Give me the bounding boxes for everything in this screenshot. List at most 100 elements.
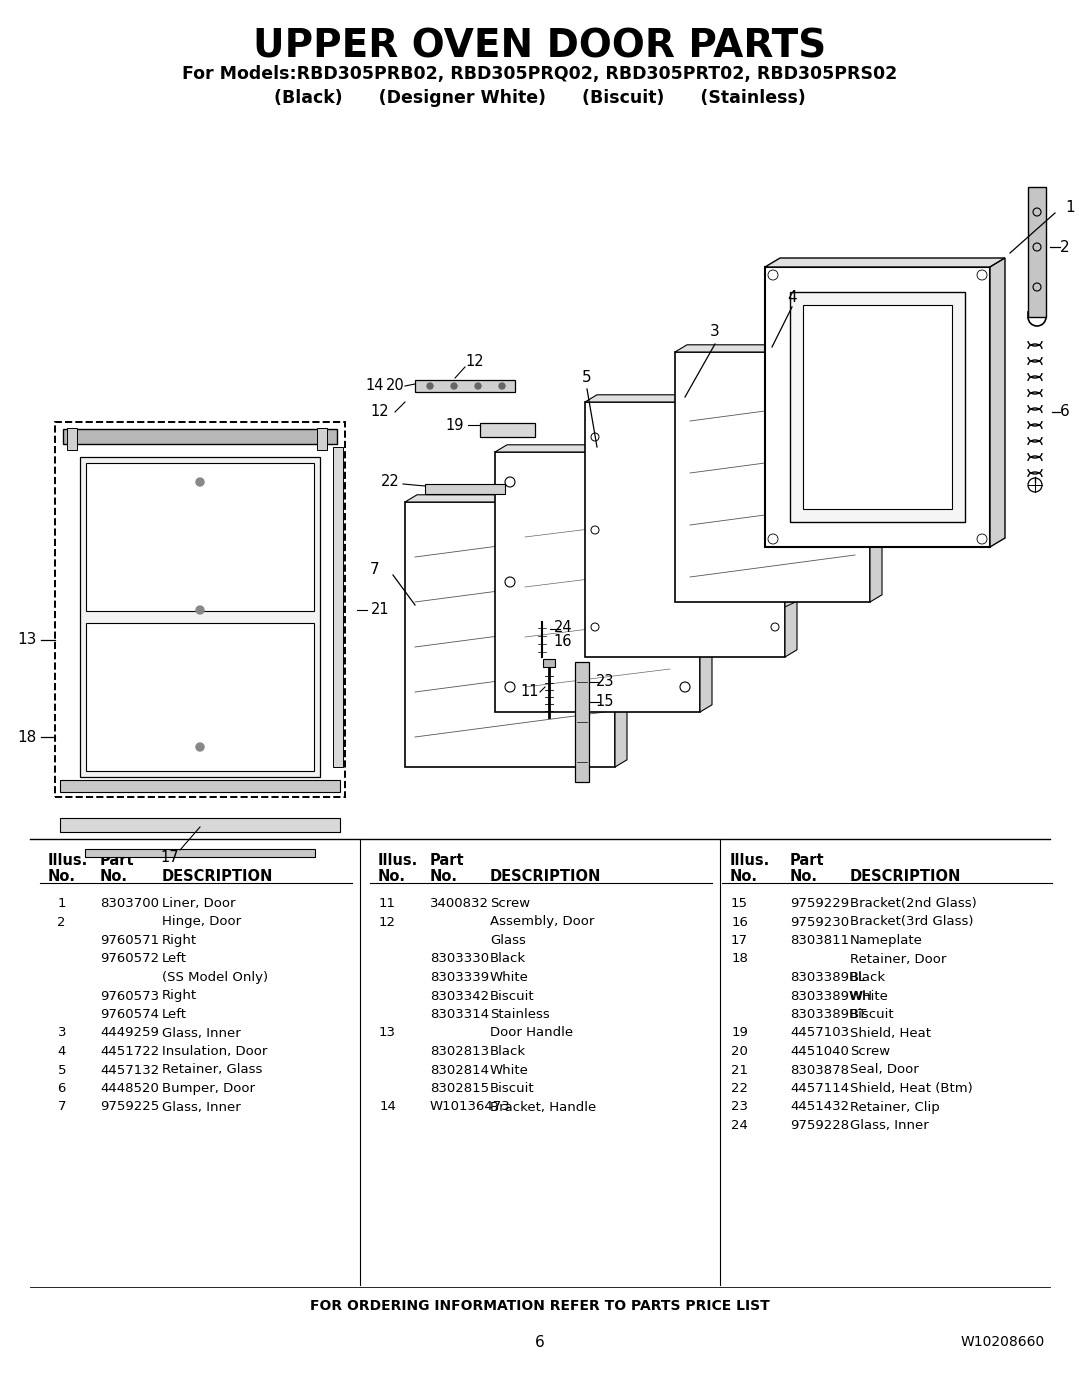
Text: 3: 3 xyxy=(57,1027,66,1039)
Text: 8302814: 8302814 xyxy=(430,1063,489,1077)
Text: 5: 5 xyxy=(582,369,592,384)
Text: 9759228: 9759228 xyxy=(789,1119,849,1132)
Text: 12: 12 xyxy=(370,405,389,419)
Text: 7: 7 xyxy=(57,1101,66,1113)
Text: 19: 19 xyxy=(446,418,464,433)
Polygon shape xyxy=(675,345,882,352)
Text: 8303811: 8303811 xyxy=(789,935,849,947)
Circle shape xyxy=(427,383,433,388)
Text: 13: 13 xyxy=(17,633,37,647)
Text: UPPER OVEN DOOR PARTS: UPPER OVEN DOOR PARTS xyxy=(254,27,826,66)
Text: Glass, Inner: Glass, Inner xyxy=(850,1119,929,1132)
Text: Assembly, Door: Assembly, Door xyxy=(490,915,594,929)
Text: 9760573: 9760573 xyxy=(100,989,159,1003)
Bar xyxy=(1028,187,1047,317)
Text: 4457132: 4457132 xyxy=(100,1063,159,1077)
Text: 9759229: 9759229 xyxy=(789,897,849,909)
Text: 21: 21 xyxy=(731,1063,748,1077)
Text: For Models:RBD305PRB02, RBD305PRQ02, RBD305PRT02, RBD305PRS02: For Models:RBD305PRB02, RBD305PRQ02, RBD… xyxy=(183,66,897,82)
Bar xyxy=(415,380,515,393)
Text: 21: 21 xyxy=(370,602,389,617)
Text: 20: 20 xyxy=(731,1045,748,1058)
Text: Glass, Inner: Glass, Inner xyxy=(162,1027,241,1039)
Text: 2: 2 xyxy=(57,915,66,929)
Text: 6: 6 xyxy=(535,1336,545,1350)
Text: 22: 22 xyxy=(731,1083,748,1095)
Circle shape xyxy=(475,383,481,388)
Text: FOR ORDERING INFORMATION REFER TO PARTS PRICE LIST: FOR ORDERING INFORMATION REFER TO PARTS … xyxy=(310,1299,770,1313)
Text: Illus.: Illus. xyxy=(378,854,418,868)
Text: Retainer, Door: Retainer, Door xyxy=(850,953,946,965)
Text: Part: Part xyxy=(789,854,825,868)
Text: 3400832: 3400832 xyxy=(430,897,489,909)
Bar xyxy=(60,780,340,792)
Text: 4448520: 4448520 xyxy=(100,1083,159,1095)
Bar xyxy=(85,849,315,856)
Text: 13: 13 xyxy=(379,1027,396,1039)
Polygon shape xyxy=(86,462,314,610)
Text: Hinge, Door: Hinge, Door xyxy=(162,915,241,929)
Bar xyxy=(543,659,555,666)
Text: No.: No. xyxy=(430,869,458,884)
Text: 7: 7 xyxy=(370,563,380,577)
Bar xyxy=(480,423,535,437)
Text: 4451432: 4451432 xyxy=(789,1101,849,1113)
Text: White: White xyxy=(490,1063,529,1077)
Text: (Black)      (Designer White)      (Biscuit)      (Stainless): (Black) (Designer White) (Biscuit) (Stai… xyxy=(274,89,806,108)
Bar xyxy=(575,662,589,782)
Text: Left: Left xyxy=(162,1009,187,1021)
Circle shape xyxy=(451,383,457,388)
Text: 6: 6 xyxy=(1061,405,1070,419)
Text: 8302813: 8302813 xyxy=(430,1045,489,1058)
Text: 4457114: 4457114 xyxy=(789,1083,849,1095)
Text: Right: Right xyxy=(162,935,198,947)
Polygon shape xyxy=(765,267,990,548)
Text: 16: 16 xyxy=(554,633,572,648)
Text: Illus.: Illus. xyxy=(48,854,89,868)
Text: Retainer, Glass: Retainer, Glass xyxy=(162,1063,262,1077)
Text: 18: 18 xyxy=(731,953,748,965)
Circle shape xyxy=(195,478,204,486)
Text: 1: 1 xyxy=(1065,201,1075,215)
Text: 12: 12 xyxy=(379,915,396,929)
Text: Biscuit: Biscuit xyxy=(490,989,535,1003)
Text: 4457103: 4457103 xyxy=(789,1027,849,1039)
Text: 14: 14 xyxy=(379,1101,396,1113)
Text: 8303700: 8303700 xyxy=(100,897,159,909)
Text: Part: Part xyxy=(430,854,464,868)
Polygon shape xyxy=(55,422,345,798)
Text: Glass: Glass xyxy=(490,935,526,947)
Text: 9760574: 9760574 xyxy=(100,1009,159,1021)
Text: 14: 14 xyxy=(366,379,384,394)
Text: 4: 4 xyxy=(57,1045,66,1058)
Polygon shape xyxy=(765,258,1005,267)
Text: Biscuit: Biscuit xyxy=(490,1083,535,1095)
Text: 9759230: 9759230 xyxy=(789,915,849,929)
Polygon shape xyxy=(789,292,966,522)
Text: Black: Black xyxy=(490,1045,526,1058)
Text: Shield, Heat: Shield, Heat xyxy=(850,1027,931,1039)
Polygon shape xyxy=(615,495,627,767)
Text: 4451722: 4451722 xyxy=(100,1045,159,1058)
Text: Right: Right xyxy=(162,989,198,1003)
Text: 4451040: 4451040 xyxy=(789,1045,849,1058)
Circle shape xyxy=(499,383,505,388)
Polygon shape xyxy=(495,453,700,712)
Text: 12: 12 xyxy=(465,355,484,369)
Text: DESCRIPTION: DESCRIPTION xyxy=(850,869,961,884)
Text: W10136473: W10136473 xyxy=(430,1101,511,1113)
Text: Screw: Screw xyxy=(850,1045,890,1058)
Polygon shape xyxy=(700,444,712,712)
Text: No.: No. xyxy=(48,869,76,884)
Bar xyxy=(67,427,77,450)
Text: 4449259: 4449259 xyxy=(100,1027,159,1039)
Text: 22: 22 xyxy=(380,475,400,489)
Polygon shape xyxy=(405,502,615,767)
Text: 23: 23 xyxy=(731,1101,748,1113)
Text: 18: 18 xyxy=(17,729,37,745)
Circle shape xyxy=(195,743,204,752)
Polygon shape xyxy=(405,495,627,502)
Text: No.: No. xyxy=(378,869,406,884)
Bar xyxy=(426,483,505,495)
Text: 8302815: 8302815 xyxy=(430,1083,489,1095)
